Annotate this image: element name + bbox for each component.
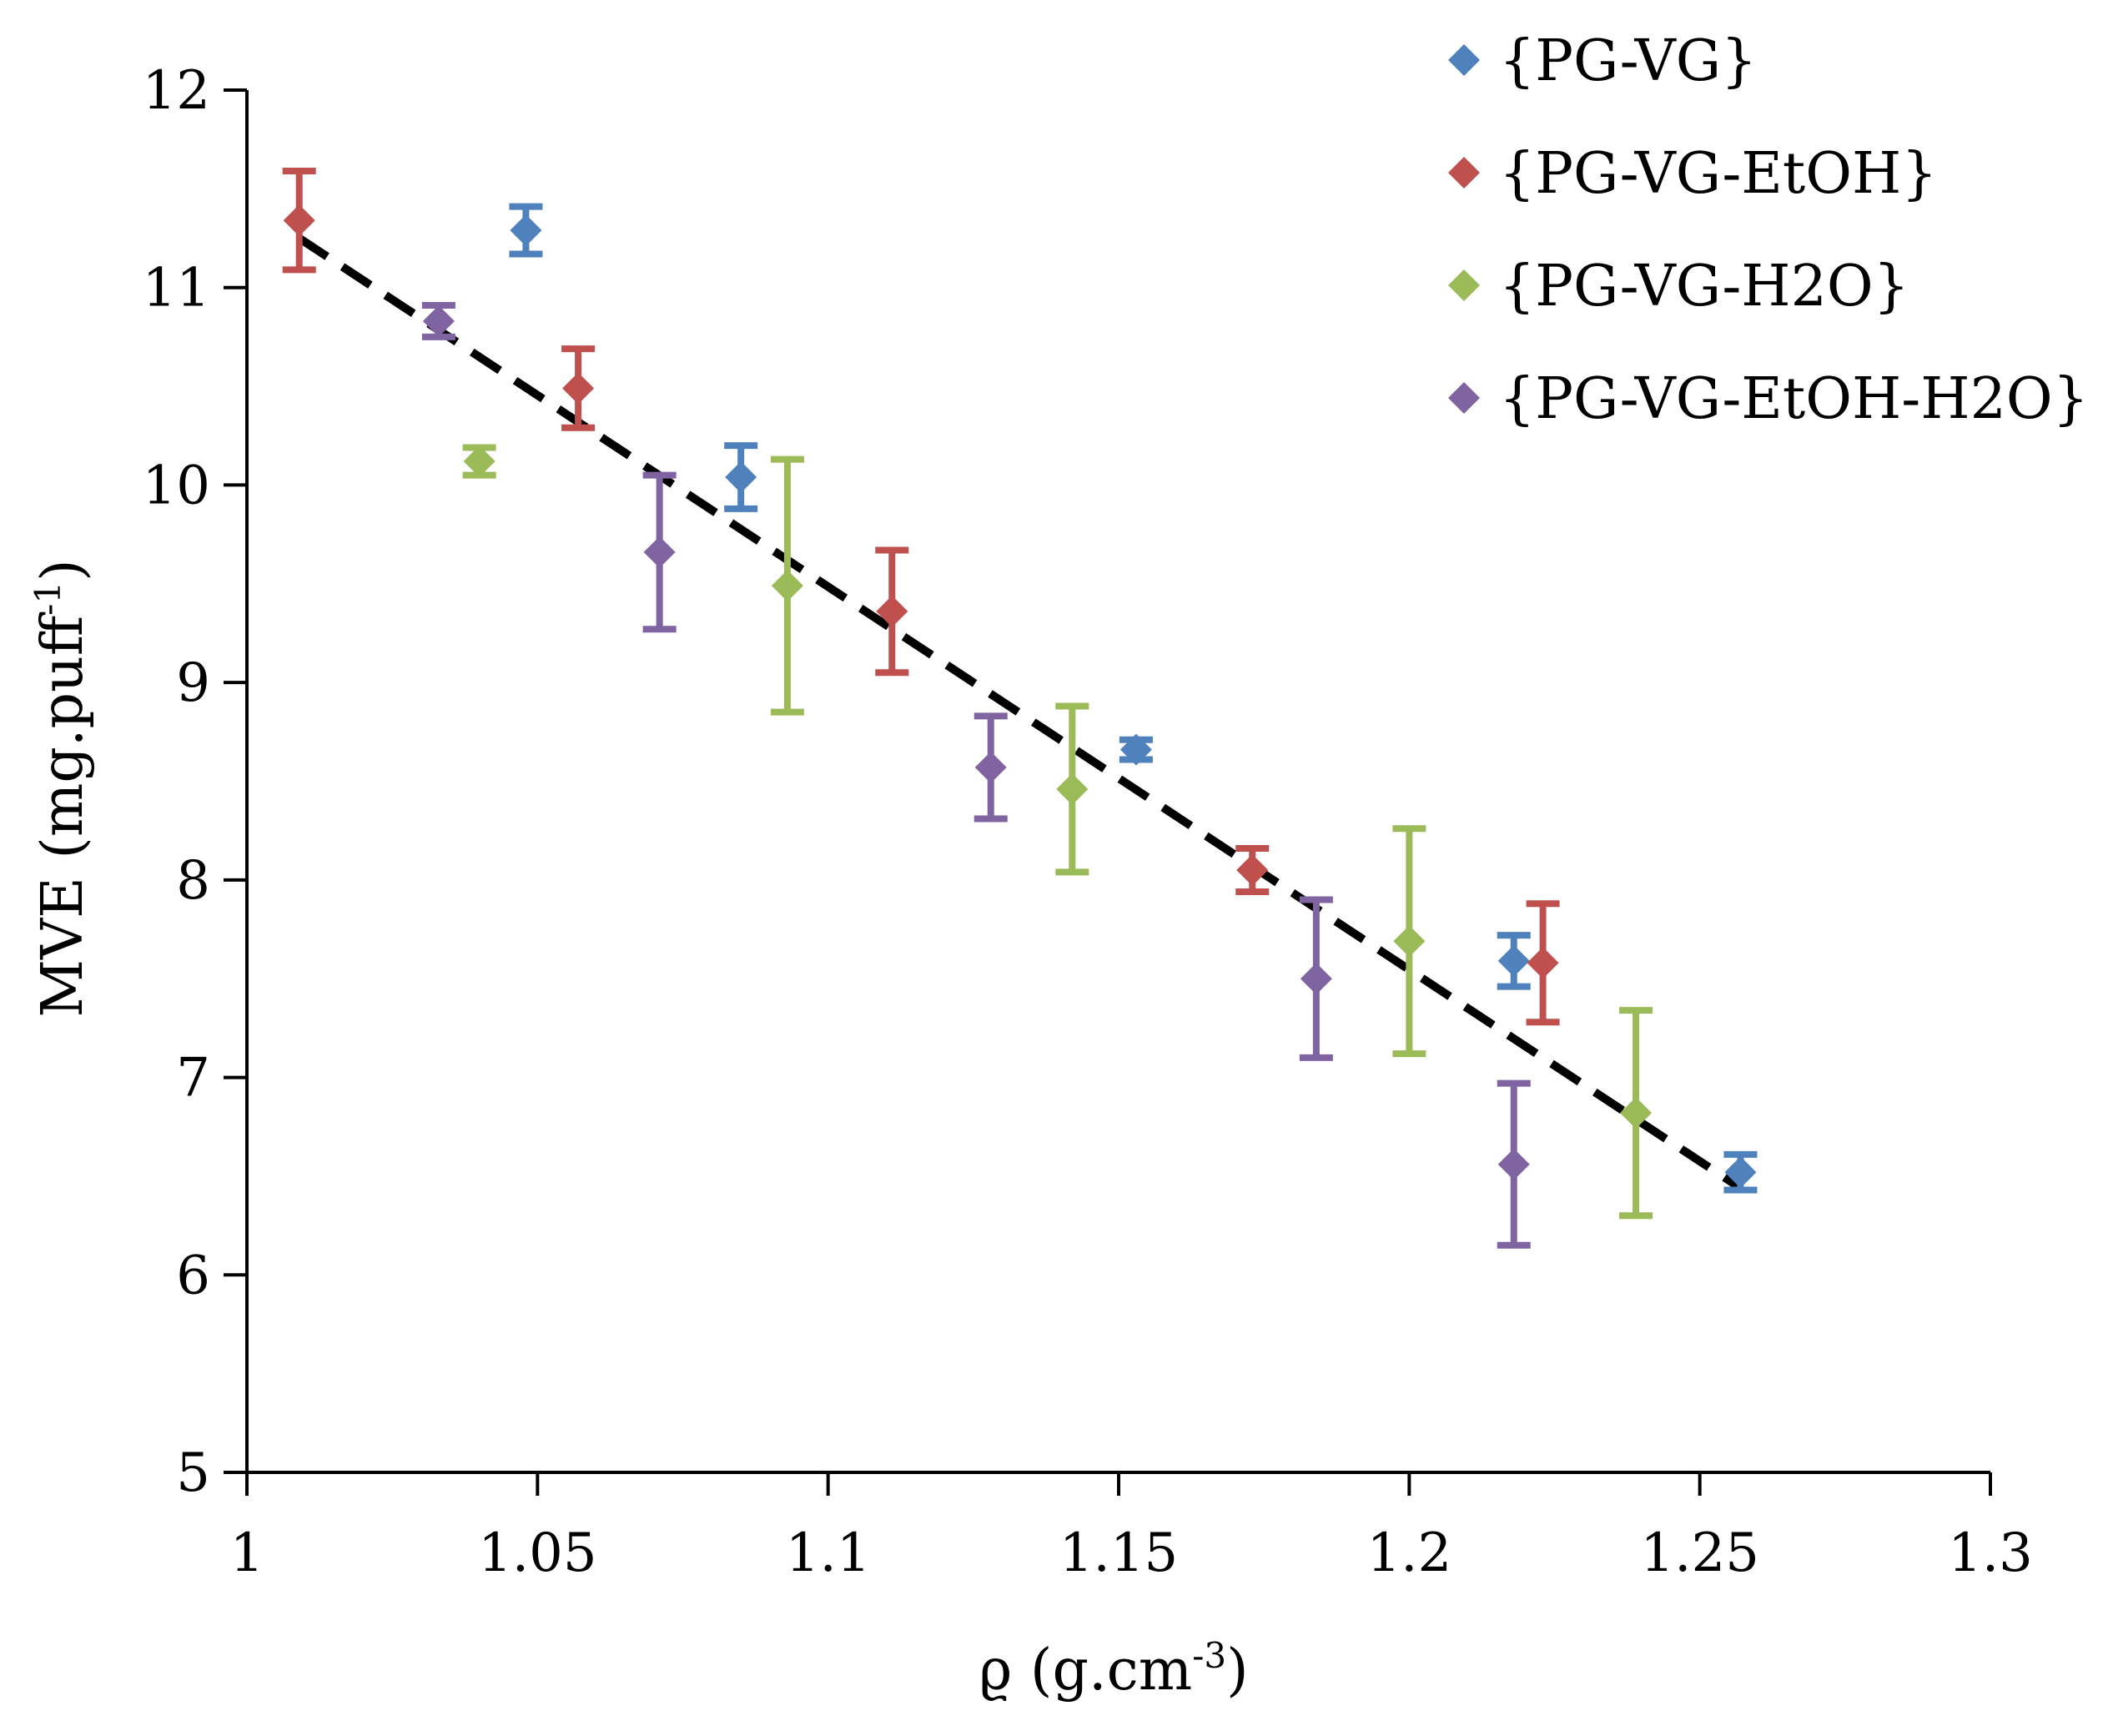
data-point [725, 460, 757, 493]
y-tick-label: 9 [176, 652, 210, 714]
legend-label: {PG-VG-EtOH} [1499, 141, 1938, 207]
x-tick-label: 1 [230, 1522, 264, 1584]
data-point [1527, 947, 1559, 979]
data-point [422, 304, 455, 337]
y-axis-title: MVE (mg.puff-1) [28, 559, 96, 1017]
y-tick-label: 7 [176, 1048, 210, 1110]
x-axis-title: ϱ (g.cm-3) [979, 1635, 1248, 1703]
data-point [1497, 944, 1530, 977]
data-point [510, 214, 542, 247]
legend-label: {PG-VG-H2O} [1499, 254, 1909, 320]
series-layer [282, 168, 1758, 1249]
legend: {PG-VG} {PG-VG-EtOH} {PG-VG-H2O} {PG-VG-EtO… [1448, 28, 2089, 432]
series-4 [421, 302, 1531, 1249]
y-tick-label: 12 [143, 60, 210, 122]
legend-marker [1448, 157, 1480, 189]
data-point [1497, 1148, 1530, 1180]
trendline [296, 234, 1743, 1192]
legend-label: {PG-VG} [1499, 28, 1757, 94]
data-point [1119, 733, 1152, 766]
x-tick-label: 1.05 [478, 1522, 597, 1584]
axes: 5 6 7 8 9 10 11 12 1 1.05 1.1 1.15 1.2 1.25 1.3 [143, 60, 2033, 1584]
legend-marker [1448, 44, 1480, 76]
legend-label: {PG-VG-EtOH-H2O} [1499, 366, 2089, 432]
data-point [562, 372, 595, 405]
y-tick-label: 8 [176, 850, 210, 912]
data-point [974, 751, 1007, 783]
legend-marker [1448, 269, 1480, 301]
data-point [771, 570, 803, 602]
trendline-layer [296, 234, 1743, 1192]
x-tick-label: 1.15 [1059, 1522, 1179, 1584]
data-point [876, 595, 908, 627]
series-3 [462, 444, 1653, 1220]
data-point [1724, 1156, 1757, 1189]
data-point [643, 536, 676, 568]
data-point [1393, 925, 1426, 958]
x-tick-label: 1.25 [1640, 1522, 1759, 1584]
y-tick-label: 6 [176, 1245, 210, 1306]
data-point [1236, 854, 1269, 887]
series-1 [509, 203, 1758, 1194]
data-point [1620, 1097, 1653, 1130]
y-tick-label: 5 [176, 1442, 210, 1504]
data-point [1300, 963, 1332, 995]
series-2 [282, 168, 1560, 1026]
y-tick-label: 10 [143, 455, 210, 516]
y-tick-label: 11 [143, 258, 210, 320]
data-point [463, 445, 496, 478]
x-tick-label: 1.1 [786, 1522, 871, 1584]
legend-marker [1448, 382, 1480, 414]
x-tick-label: 1.3 [1948, 1522, 2033, 1584]
data-point [283, 204, 315, 237]
x-tick-label: 1.2 [1366, 1522, 1451, 1584]
data-point [1056, 772, 1089, 805]
